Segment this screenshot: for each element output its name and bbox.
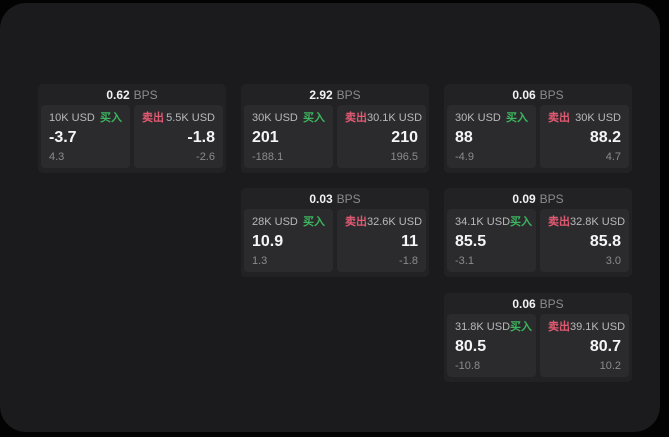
buy-label: 买入	[100, 112, 122, 124]
sell-price: 85.8	[589, 233, 621, 250]
sell-size: 39.1K USD	[570, 321, 626, 333]
bps-unit: BPS	[336, 191, 361, 206]
buy-label: 买入	[303, 216, 325, 228]
sell-size: 32.6K USD	[367, 216, 423, 228]
sell-sub-value: 196.5	[390, 151, 418, 163]
sell-cell[interactable]: 卖出 30K USD 88.2 4.7	[540, 105, 629, 168]
sell-cell[interactable]: 卖出 5.5K USD -1.8 -2.6	[134, 105, 223, 168]
buy-label: 买入	[510, 216, 533, 228]
buy-label: 买入	[303, 112, 325, 124]
buy-cell[interactable]: 34.1K USD 买入 85.5 -3.1	[447, 209, 536, 272]
quote-card: 0.06 BPS 30K USD 买入 88 -4.9 卖出 30K USD 8…	[444, 84, 632, 173]
bps-unit: BPS	[133, 87, 158, 102]
bps-value: 0.06	[512, 296, 536, 311]
sell-sub-value: 4.7	[605, 151, 621, 163]
card-header: 2.92 BPS	[241, 84, 429, 105]
buy-price: 85.5	[455, 233, 487, 250]
sell-sub-value: 10.2	[599, 360, 621, 372]
sell-price: 80.7	[589, 338, 621, 355]
buy-size: 28K USD	[252, 216, 298, 228]
card-header: 0.62 BPS	[38, 84, 226, 105]
buy-sub-value: -188.1	[252, 151, 284, 163]
sell-cell[interactable]: 卖出 32.6K USD 11 -1.8	[337, 209, 426, 272]
sell-price: -1.8	[187, 129, 215, 146]
buy-cell[interactable]: 10K USD 买入 -3.7 4.3	[41, 105, 130, 168]
buy-price: 80.5	[455, 338, 487, 355]
sell-size: 30.1K USD	[367, 112, 423, 124]
sell-price: 11	[401, 233, 418, 250]
bps-value: 2.92	[309, 87, 333, 102]
buy-sub-value: -10.8	[455, 360, 481, 372]
sell-cell[interactable]: 卖出 39.1K USD 80.7 10.2	[540, 314, 629, 377]
bps-unit: BPS	[539, 296, 564, 311]
buy-price: -3.7	[49, 129, 77, 146]
sell-sub-value: -1.8	[399, 255, 418, 267]
sell-size: 5.5K USD	[166, 112, 215, 124]
buy-sub-value: -3.1	[455, 255, 474, 267]
bps-unit: BPS	[539, 87, 564, 102]
buy-cell[interactable]: 30K USD 买入 201 -188.1	[244, 105, 333, 168]
card-header: 0.06 BPS	[444, 84, 632, 105]
bps-value: 0.09	[512, 191, 536, 206]
buy-size: 30K USD	[455, 112, 501, 124]
bps-value: 0.62	[106, 87, 130, 102]
quote-card: 0.09 BPS 34.1K USD 买入 85.5 -3.1 卖出 32.8K…	[444, 188, 632, 277]
sell-label: 卖出	[548, 112, 570, 124]
sell-sub-value: 3.0	[605, 255, 621, 267]
buy-price: 201	[252, 129, 279, 146]
sell-label: 卖出	[548, 216, 570, 228]
sell-sub-value: -2.6	[196, 151, 215, 163]
bps-value: 0.06	[512, 87, 536, 102]
buy-price: 10.9	[252, 233, 284, 250]
buy-label: 买入	[506, 112, 528, 124]
buy-size: 10K USD	[49, 112, 95, 124]
buy-cell[interactable]: 31.8K USD 买入 80.5 -10.8	[447, 314, 536, 377]
buy-sub-value: -4.9	[455, 151, 474, 163]
buy-price: 88	[455, 129, 473, 146]
quote-card: 0.03 BPS 28K USD 买入 10.9 1.3 卖出 32.6K US…	[241, 188, 429, 277]
sell-label: 卖出	[345, 112, 367, 124]
sell-price: 88.2	[589, 129, 621, 146]
buy-sub-value: 4.3	[49, 151, 65, 163]
buy-size: 31.8K USD	[455, 321, 511, 333]
bps-unit: BPS	[539, 191, 564, 206]
sell-cell[interactable]: 卖出 32.8K USD 85.8 3.0	[540, 209, 629, 272]
sell-label: 卖出	[548, 321, 570, 333]
card-header: 0.09 BPS	[444, 188, 632, 209]
bps-unit: BPS	[336, 87, 361, 102]
buy-sub-value: 1.3	[252, 255, 268, 267]
card-header: 0.06 BPS	[444, 293, 632, 314]
sell-cell[interactable]: 卖出 30.1K USD 210 196.5	[337, 105, 426, 168]
bps-value: 0.03	[309, 191, 333, 206]
buy-label: 买入	[510, 321, 533, 333]
sell-size: 32.8K USD	[570, 216, 626, 228]
sell-size: 30K USD	[575, 112, 621, 124]
app-panel: 0.62 BPS 10K USD 买入 -3.7 4.3 卖出 5.5K USD…	[0, 3, 660, 432]
buy-size: 34.1K USD	[455, 216, 511, 228]
card-header: 0.03 BPS	[241, 188, 429, 209]
sell-label: 卖出	[345, 216, 367, 228]
quote-card: 2.92 BPS 30K USD 买入 201 -188.1 卖出 30.1K …	[241, 84, 429, 173]
quote-card: 0.06 BPS 31.8K USD 买入 80.5 -10.8 卖出 39.1…	[444, 293, 632, 382]
buy-size: 30K USD	[252, 112, 298, 124]
sell-label: 卖出	[142, 112, 164, 124]
sell-price: 210	[391, 129, 418, 146]
buy-cell[interactable]: 30K USD 买入 88 -4.9	[447, 105, 536, 168]
quote-card: 0.62 BPS 10K USD 买入 -3.7 4.3 卖出 5.5K USD…	[38, 84, 226, 173]
buy-cell[interactable]: 28K USD 买入 10.9 1.3	[244, 209, 333, 272]
